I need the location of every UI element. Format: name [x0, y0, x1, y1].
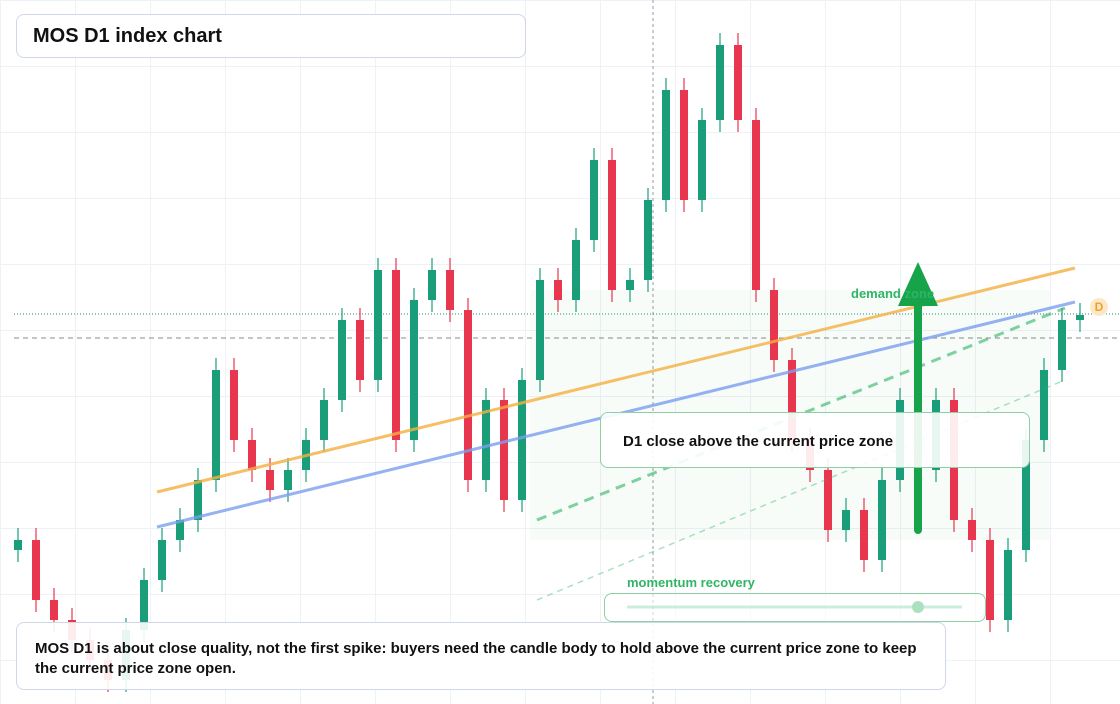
candle-body: [860, 510, 868, 560]
candle-body: [554, 280, 562, 300]
candle-body: [824, 470, 832, 530]
candle-body: [698, 120, 706, 200]
candle-body: [392, 270, 400, 440]
candle-body: [248, 440, 256, 470]
chart-title: MOS D1 index chart: [16, 14, 526, 58]
candle-body: [1076, 315, 1084, 320]
candle-body: [140, 580, 148, 630]
candle-body: [194, 480, 202, 520]
candle-body: [284, 470, 292, 490]
candle-body: [374, 270, 382, 380]
candle-body: [1040, 370, 1048, 440]
candle-body: [428, 270, 436, 300]
candle-body: [230, 370, 238, 440]
candle-body: [716, 45, 724, 120]
trendline-green: [536, 306, 1066, 522]
candle-body: [464, 310, 472, 480]
candle-body: [662, 90, 670, 200]
zone-label: D1 close above the current price zone: [600, 412, 1030, 468]
candle-body: [320, 400, 328, 440]
candle-body: [788, 360, 796, 440]
candle-body: [680, 90, 688, 200]
candle-body: [410, 300, 418, 440]
candle-body: [266, 470, 274, 490]
candle-body: [734, 45, 742, 120]
candle-body: [338, 320, 346, 400]
candle-body: [356, 320, 364, 380]
momentum-label: momentum recovery: [627, 575, 755, 590]
candle-body: [1058, 320, 1066, 370]
candle-body: [608, 160, 616, 290]
candle-body: [212, 370, 220, 480]
candle-body: [50, 600, 58, 620]
candle-body: [878, 480, 886, 560]
candle-body: [968, 520, 976, 540]
momentum-box: [604, 593, 986, 622]
candle-body: [842, 510, 850, 530]
candle-body: [32, 540, 40, 600]
candle-body: [482, 400, 490, 480]
candle-body: [500, 400, 508, 500]
candle-body: [770, 290, 778, 360]
candle-body: [572, 240, 580, 300]
candle-body: [536, 280, 544, 380]
candle-body: [1022, 440, 1030, 550]
d-marker: D: [1090, 298, 1108, 316]
candle-body: [590, 160, 598, 240]
candle-body: [752, 120, 760, 290]
candle-body: [446, 270, 454, 310]
arrow-head: [898, 262, 938, 306]
candle-body: [644, 200, 652, 280]
candle-body: [626, 280, 634, 290]
candle-body: [1004, 550, 1012, 620]
candle-body: [518, 380, 526, 500]
candle-body: [158, 540, 166, 580]
candle-body: [176, 520, 184, 540]
candle-body: [14, 540, 22, 550]
candle-body: [986, 540, 994, 620]
demand-label: demand zone: [851, 286, 935, 301]
note: MOS D1 is about close quality, not the f…: [16, 622, 946, 690]
